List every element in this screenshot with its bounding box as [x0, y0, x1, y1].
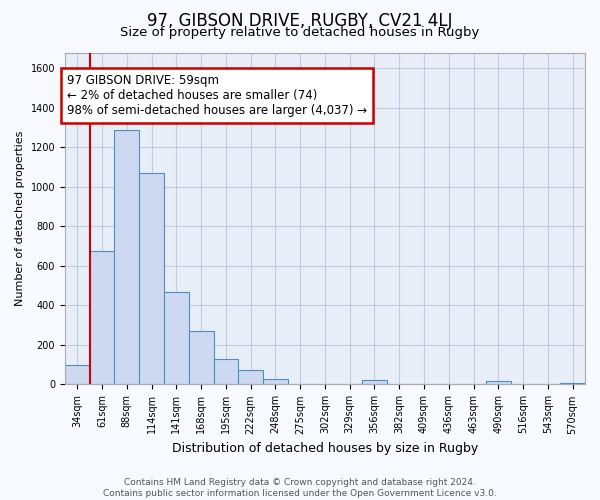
- Bar: [164, 292, 189, 384]
- Bar: [238, 370, 263, 384]
- Bar: [139, 173, 164, 384]
- Text: Contains HM Land Registry data © Crown copyright and database right 2024.
Contai: Contains HM Land Registry data © Crown c…: [103, 478, 497, 498]
- Bar: [65, 364, 89, 384]
- Y-axis label: Number of detached properties: Number of detached properties: [15, 131, 25, 306]
- X-axis label: Distribution of detached houses by size in Rugby: Distribution of detached houses by size …: [172, 442, 478, 455]
- Bar: [362, 380, 387, 384]
- Text: 97 GIBSON DRIVE: 59sqm
← 2% of detached houses are smaller (74)
98% of semi-deta: 97 GIBSON DRIVE: 59sqm ← 2% of detached …: [67, 74, 368, 117]
- Bar: [89, 251, 115, 384]
- Bar: [214, 359, 238, 384]
- Bar: [486, 382, 511, 384]
- Text: 97, GIBSON DRIVE, RUGBY, CV21 4LJ: 97, GIBSON DRIVE, RUGBY, CV21 4LJ: [147, 12, 453, 30]
- Bar: [115, 130, 139, 384]
- Bar: [189, 331, 214, 384]
- Bar: [263, 378, 288, 384]
- Text: Size of property relative to detached houses in Rugby: Size of property relative to detached ho…: [121, 26, 479, 39]
